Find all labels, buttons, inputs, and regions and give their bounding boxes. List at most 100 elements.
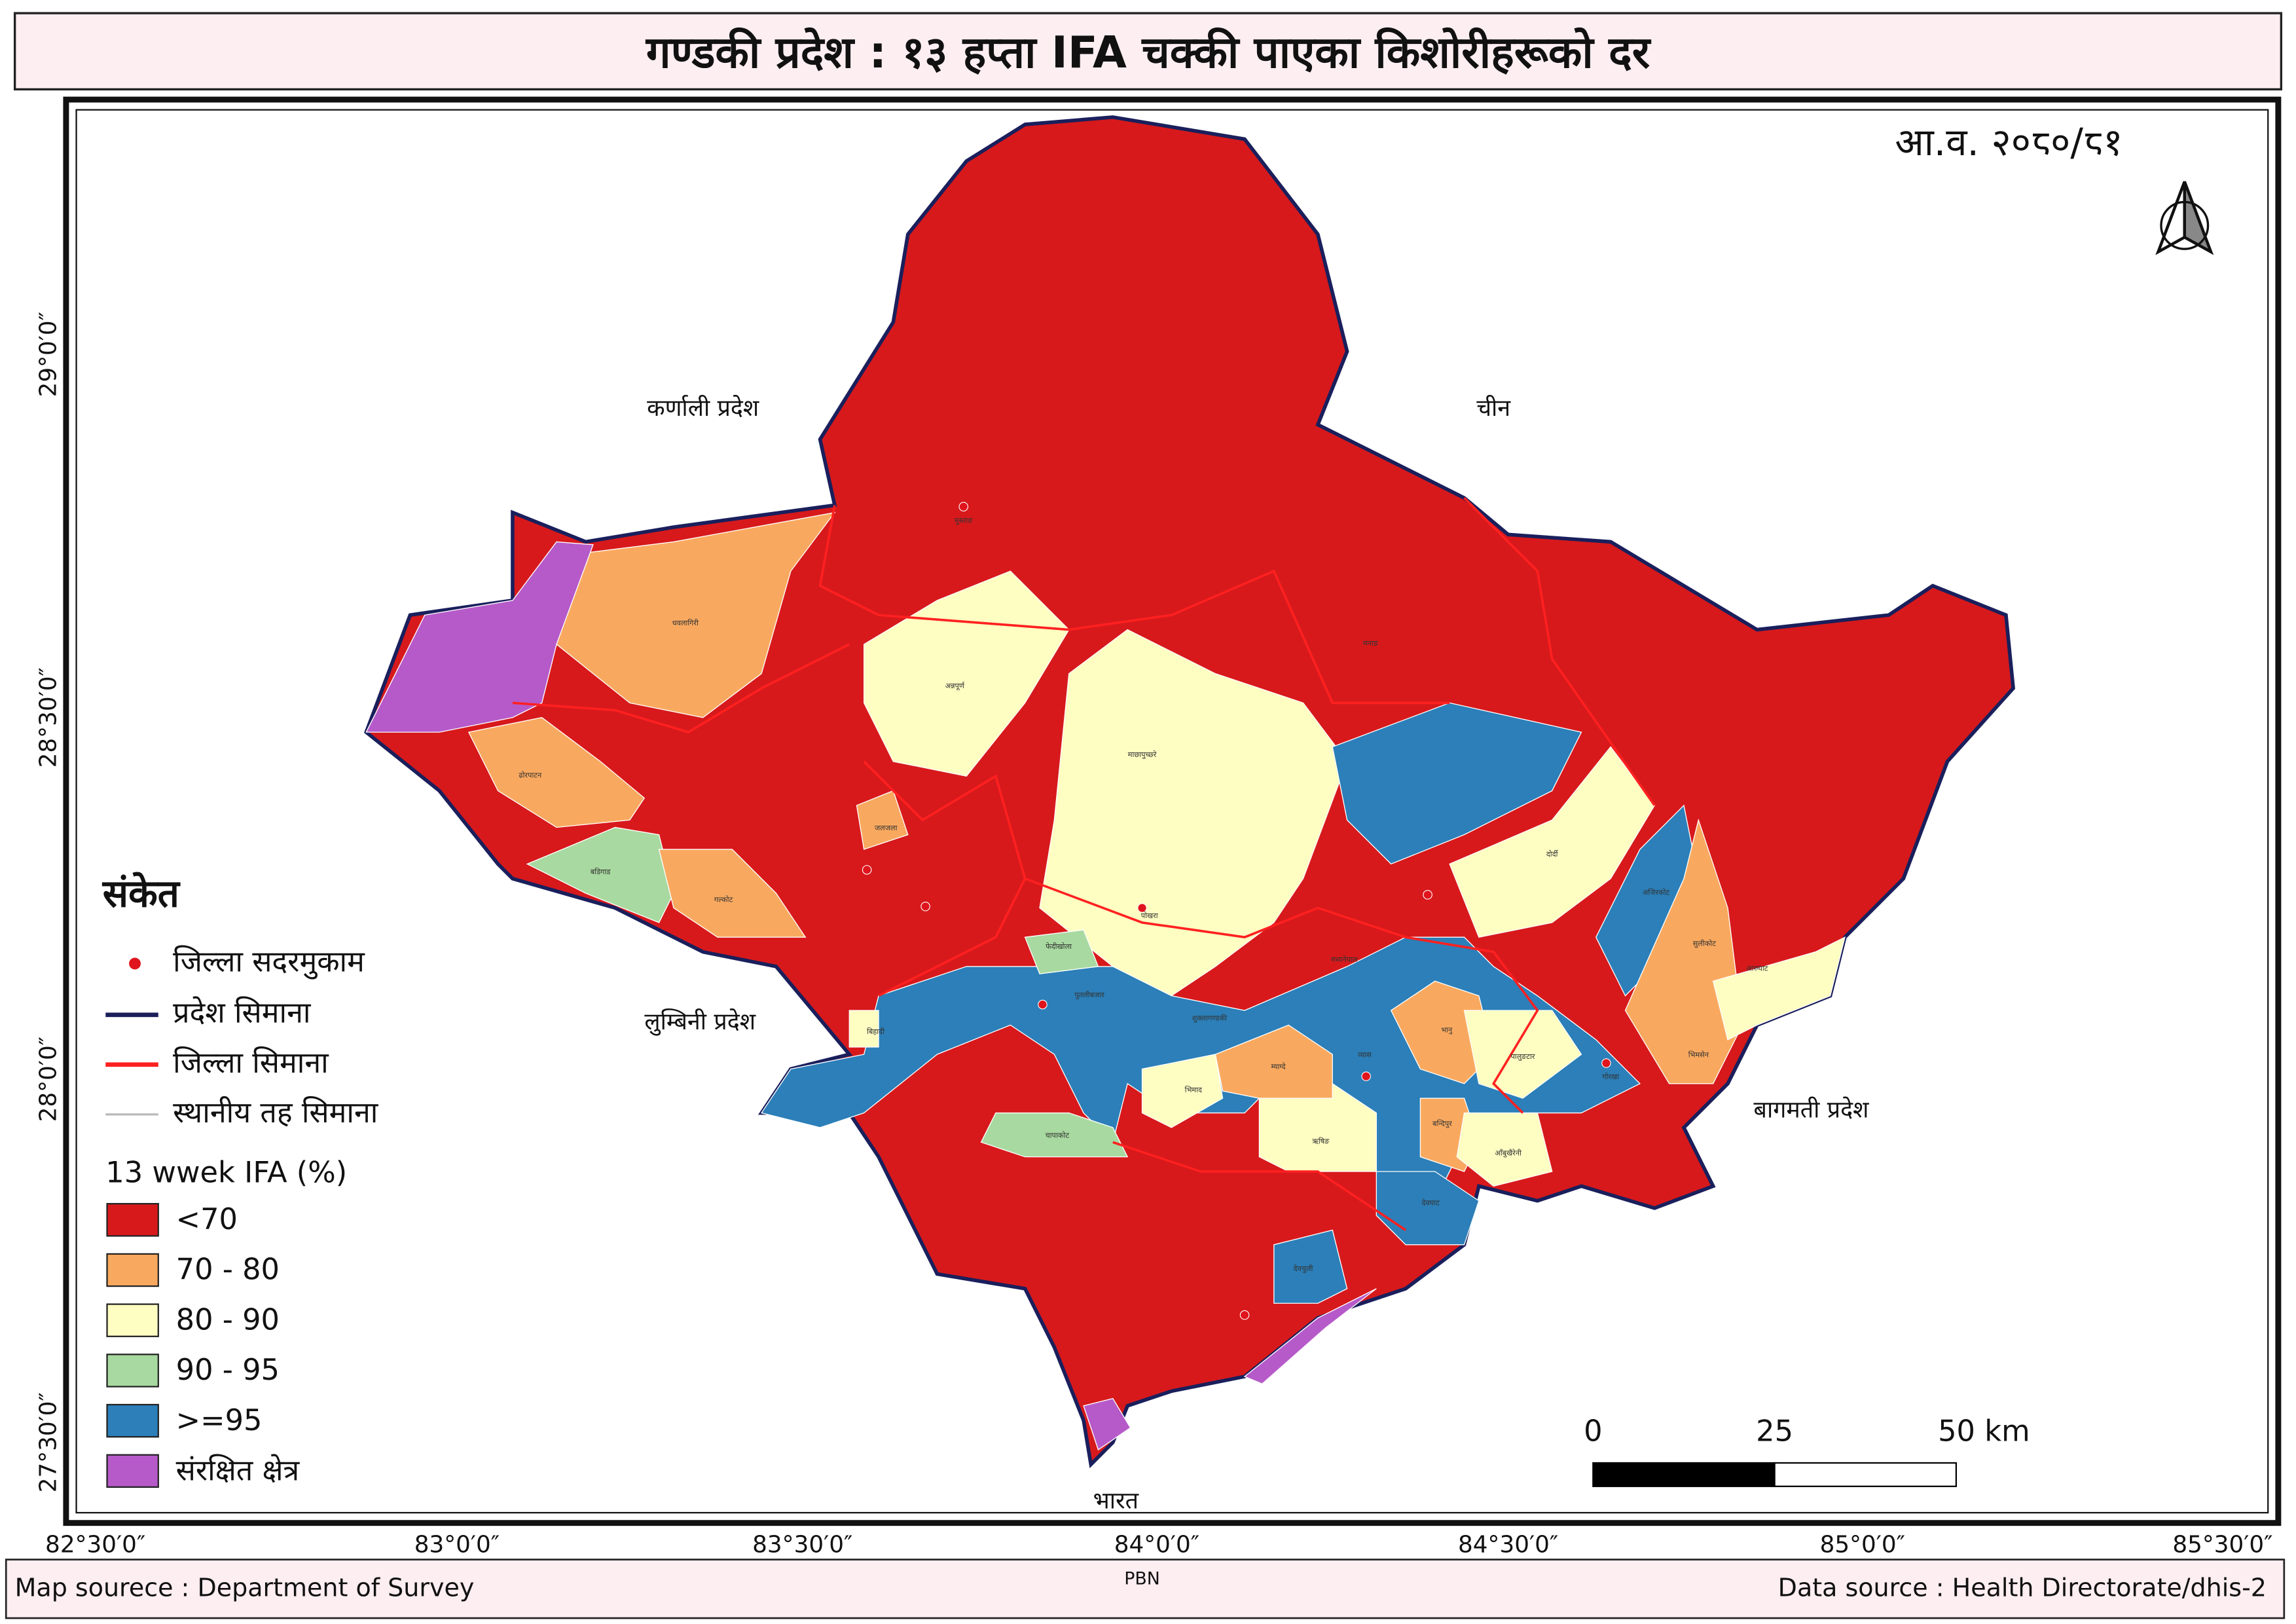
legend-class-label: 90 - 95	[176, 1352, 280, 1387]
region-labels: कर्णाली प्रदेश चीन लुम्बिनी प्रदेश बागमती प…	[644, 394, 1869, 1514]
legend-symbol-label: प्रदेश सिमाना	[173, 995, 312, 1030]
place-label: माछापुच्छ्रे	[1128, 750, 1157, 759]
headquarters	[862, 502, 1611, 1320]
map-area	[1273, 1229, 1348, 1304]
district-hq	[862, 865, 872, 875]
map-area	[556, 511, 836, 718]
district-boundary	[863, 760, 1027, 997]
place-label: शुक्लागण्डकी	[1192, 1014, 1228, 1023]
legend-class-label: <70	[176, 1202, 238, 1236]
legend-swatch	[106, 1354, 159, 1388]
scale-label: 50 km	[1938, 1413, 2030, 1448]
district-hq	[958, 502, 969, 512]
map-area	[856, 790, 909, 850]
region-label: भारत	[1093, 1487, 1139, 1514]
place-label: आँबुखैरेनी	[1495, 1148, 1522, 1157]
longitude-label: 85°30′0″	[2172, 1531, 2272, 1558]
scale-bar-white	[1774, 1462, 1958, 1487]
longitude-label: 83°30′0″	[752, 1531, 852, 1558]
district-boundary	[1112, 1141, 1407, 1231]
legend: संकेत 13 wwek IFA (%) जिल्ला सदरमुकाम प्र…	[102, 872, 379, 1488]
scale-bar: 0 25 50 km	[1584, 1413, 2030, 1487]
place-label: देवघाट	[1421, 1198, 1440, 1207]
latitude-label: 28°0′0″	[35, 1037, 62, 1122]
legend-class-label: संरक्षित क्षेत्र	[176, 1453, 301, 1488]
region-label: बागमती प्रदेश	[1754, 1096, 1870, 1123]
legend-title: संकेत	[102, 872, 181, 916]
footer-box	[5, 1559, 2286, 1619]
place-label: बन्दिपुर	[1432, 1119, 1452, 1128]
longitude-label: 85°0′0″	[1820, 1531, 1905, 1558]
place-label: मध्यनेपाल	[1331, 955, 1358, 964]
place-label: धवलागिरी	[672, 618, 699, 627]
longitude-label: 84°30′0″	[1458, 1531, 1558, 1558]
legend-class-title: 13 wwek IFA (%)	[105, 1154, 347, 1189]
map-area	[1624, 818, 1743, 1084]
district-boundary	[512, 643, 850, 734]
place-label: पालुङटार	[1510, 1052, 1535, 1061]
district-hq	[1038, 999, 1048, 1010]
legend-symbol-label: स्थानीय तह सिमाना	[173, 1095, 379, 1130]
district-boundary	[818, 505, 1450, 705]
place-label: चापाकोट	[1046, 1131, 1070, 1140]
map-area	[980, 1112, 1129, 1158]
legend-symbol-label: जिल्ला सदरमुकाम	[173, 944, 365, 979]
place-label: दोर्दी	[1546, 849, 1559, 858]
legend-swatch	[106, 1253, 159, 1287]
district-hq	[1239, 1310, 1250, 1320]
longitude-label: 83°0′0″	[414, 1531, 500, 1558]
region-label: कर्णाली प्रदेश	[647, 394, 759, 422]
place-label: व्यास	[1358, 1051, 1372, 1060]
place-label: पुतलीबजार	[1074, 990, 1104, 999]
title-box	[13, 12, 2283, 91]
map-area	[1712, 936, 1846, 1041]
map-areas	[364, 115, 2016, 1469]
scale-bar-black	[1592, 1462, 1776, 1487]
scale-label: 25	[1756, 1413, 1793, 1448]
place-labels: धवलागिरी अन्नपूर्ण माछापुच्छ्रे पोखरा ढोरपाट…	[519, 516, 1768, 1273]
place-label: म्याग्दे	[1271, 1061, 1286, 1071]
district-boundary	[1025, 877, 1539, 1114]
latitude-label: 28°30′0″	[35, 667, 62, 767]
legend-hq-symbol	[129, 957, 141, 970]
scale-label: 0	[1584, 1413, 1602, 1448]
longitude-label: 84°0′0″	[1114, 1531, 1199, 1558]
place-label: अजिरकोट	[1643, 887, 1670, 896]
north-arrow-circle	[2160, 200, 2210, 250]
map-area	[1141, 1054, 1224, 1128]
place-label: गोरखा	[1602, 1072, 1620, 1081]
map-area	[863, 570, 1070, 777]
place-label: भिमाद	[1185, 1085, 1203, 1094]
map-area	[1456, 1112, 1553, 1187]
map-area	[1083, 1397, 1131, 1450]
map-area	[1024, 929, 1099, 974]
map-area	[365, 541, 594, 733]
map-area	[1039, 629, 1348, 997]
district-boundary	[1463, 497, 1656, 806]
longitude-label: 82°30′0″	[45, 1531, 145, 1558]
map-area	[1332, 702, 1582, 865]
place-label: पोखरा	[1141, 911, 1159, 920]
map-area	[1449, 746, 1656, 938]
legend-class-label: >=95	[176, 1403, 263, 1437]
district-hq	[1423, 890, 1432, 900]
map-area	[658, 849, 807, 938]
place-label: फेदीखोला	[1046, 942, 1072, 951]
footer-center: PBN	[1124, 1569, 1160, 1589]
coordinate-labels: 29°0′0″ 28°30′0″ 28°0′0″ 27°30′0″ 82°30′0″ 83…	[35, 312, 2272, 1558]
legend-class-label: 80 - 90	[176, 1302, 280, 1337]
footer-left: Map sourece : Department of Survey	[15, 1574, 475, 1602]
latitude-label: 27°30′0″	[35, 1392, 62, 1492]
map-area	[1214, 1024, 1333, 1099]
place-label: देवचुली	[1294, 1264, 1314, 1273]
legend-swatch	[106, 1303, 159, 1337]
footer-right: Data source : Health Directorate/dhis-2	[1778, 1574, 2267, 1602]
place-label: भानु	[1441, 1026, 1453, 1035]
map-area	[1243, 1288, 1377, 1385]
north-arrow	[2155, 181, 2214, 255]
map-area	[848, 1010, 879, 1048]
district-boundaries	[512, 497, 1656, 1231]
legend-symbol-label: जिल्ला सिमाना	[173, 1045, 329, 1080]
place-label: अन्नपूर्ण	[945, 681, 965, 691]
